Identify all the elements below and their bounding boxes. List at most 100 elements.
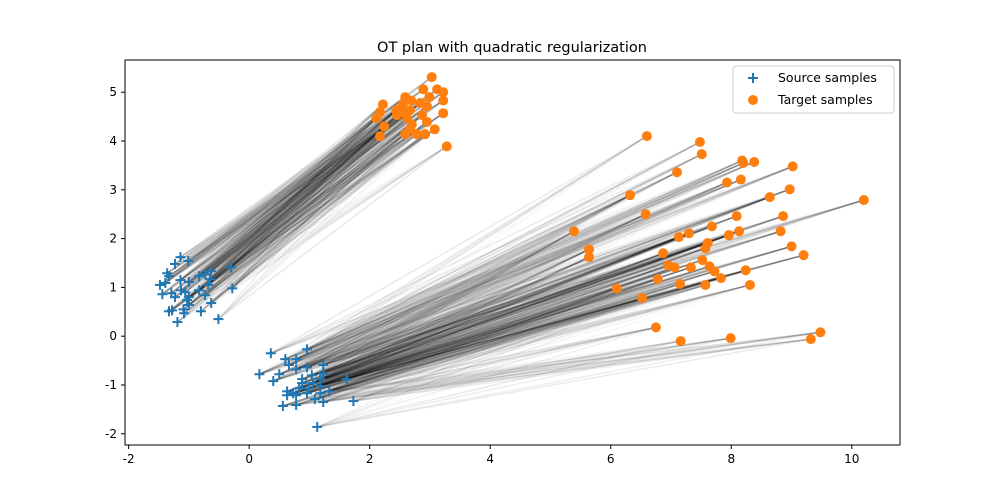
target-point	[749, 156, 760, 167]
plan-line	[207, 114, 398, 286]
plan-line	[187, 88, 424, 262]
plan-line	[295, 283, 681, 396]
plan-line	[353, 284, 706, 402]
plan-line	[161, 103, 404, 295]
plan-line	[322, 230, 575, 374]
source-point	[179, 308, 190, 319]
plan-line	[210, 96, 406, 272]
plan-line	[292, 259, 703, 394]
plan-line	[184, 111, 381, 293]
plan-line	[322, 194, 631, 366]
y-axis: -2 -1 0 1 2 3 4 5	[105, 85, 125, 441]
plan-line	[301, 230, 575, 380]
plan-line	[204, 114, 423, 296]
plan-line	[288, 161, 755, 366]
plan-line	[200, 135, 381, 312]
plan-line	[306, 153, 703, 351]
plan-line	[292, 277, 722, 395]
x-tick-label: 10	[844, 452, 859, 466]
plan-line	[301, 225, 713, 384]
plan-line	[286, 270, 715, 396]
plan-line	[210, 99, 444, 272]
target-point	[764, 192, 775, 203]
plan-line	[306, 277, 722, 394]
plan-line	[259, 199, 865, 375]
plan-line	[312, 256, 590, 384]
plan-line	[188, 133, 418, 306]
plan-line	[329, 283, 681, 393]
plan-line	[295, 196, 771, 371]
plan-line	[272, 188, 790, 382]
plan-line	[306, 287, 617, 394]
plan-line	[198, 112, 444, 291]
plan-line	[204, 105, 428, 275]
axes-frame	[124, 59, 901, 446]
plan-line	[317, 340, 681, 428]
plan-line	[282, 326, 657, 407]
plan-line	[295, 181, 728, 360]
plan-line	[322, 194, 631, 374]
source-point	[312, 421, 323, 432]
plan-line	[170, 109, 411, 294]
plan-line	[187, 96, 430, 262]
plan-line	[286, 266, 692, 396]
plan-line	[306, 181, 728, 369]
x-tick-label: 4	[486, 452, 494, 466]
plan-line	[187, 91, 444, 262]
plan-line	[306, 162, 744, 369]
plan-line	[284, 171, 678, 360]
plan-line	[295, 181, 728, 371]
plan-line	[166, 76, 433, 274]
plan-line	[316, 284, 706, 428]
plan-line	[259, 141, 701, 375]
plan-line	[329, 287, 618, 393]
plan-line	[323, 331, 821, 403]
plan-line	[286, 234, 730, 393]
plan-line	[209, 109, 397, 280]
plan-line	[278, 178, 742, 375]
plan-line	[308, 236, 680, 390]
plan-line	[180, 103, 384, 291]
plan-line	[230, 102, 421, 268]
source-point	[175, 275, 186, 286]
plan-line	[259, 213, 646, 375]
source-point	[297, 378, 308, 389]
target-point	[709, 266, 720, 277]
plan-line	[295, 135, 648, 360]
plan-line	[204, 96, 406, 275]
plan-line	[198, 111, 404, 291]
plan-line	[301, 248, 590, 384]
plan-line	[295, 194, 631, 360]
plan-line	[231, 117, 408, 289]
plan-line	[329, 277, 722, 393]
plan-line	[200, 145, 448, 312]
plan-line	[298, 232, 690, 390]
plan-line	[298, 248, 590, 390]
plan-line	[329, 269, 746, 393]
target-point	[420, 129, 431, 140]
source-point	[163, 271, 174, 282]
plan-line	[346, 259, 703, 380]
plan-line	[286, 247, 706, 393]
plan-line	[186, 133, 426, 301]
plan-line	[314, 331, 821, 400]
plan-line	[170, 112, 444, 294]
source-point	[157, 289, 168, 300]
plan-line	[314, 278, 658, 400]
plan-line	[272, 215, 737, 382]
plan-line	[207, 111, 404, 286]
plan-line	[209, 112, 444, 280]
plan-line	[288, 194, 631, 366]
plan-line	[174, 111, 381, 298]
plan-line	[284, 135, 648, 360]
source-point	[291, 364, 302, 375]
plan-line	[298, 230, 575, 390]
plan-line	[188, 111, 381, 283]
plan-line	[288, 153, 703, 366]
y-tick-label: -1	[105, 378, 117, 392]
plan-line	[353, 297, 643, 402]
plan-line	[319, 252, 664, 387]
plan-line	[231, 123, 413, 289]
plan-line	[353, 284, 751, 402]
plan-line	[231, 114, 398, 289]
